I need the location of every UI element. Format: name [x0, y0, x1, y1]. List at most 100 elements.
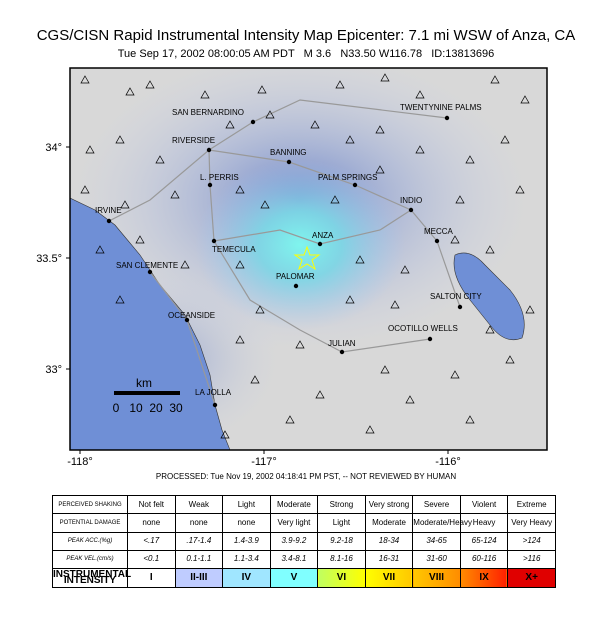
station — [490, 75, 500, 84]
station — [115, 135, 125, 144]
scale-tick: 20 — [149, 401, 163, 415]
legend-cell: 34-65 — [412, 531, 461, 551]
city-dot — [250, 119, 256, 125]
city-label: RIVERSIDE — [172, 136, 215, 145]
legend-cell: >124 — [507, 531, 556, 551]
roads — [108, 99, 461, 406]
legend-cell: Very strong — [364, 494, 414, 515]
legend-row: INSTRUMENTAL INTENSITY I II-III IV V VI VII VII… — [52, 568, 556, 588]
city-label: OCEANSIDE — [168, 311, 215, 320]
city-dot — [184, 317, 190, 323]
city-dot — [147, 269, 153, 275]
city-label: OCOTILLO WELLS — [388, 324, 458, 333]
legend-cell: Light — [222, 494, 271, 515]
city-dot — [317, 241, 323, 247]
station — [80, 185, 90, 194]
legend-cell: none — [222, 513, 271, 533]
legend-cell: VII — [364, 568, 414, 588]
row-label: POTENTIAL DAMAGE — [52, 513, 128, 533]
station — [285, 415, 295, 424]
shaking-area — [195, 160, 405, 330]
station — [335, 80, 345, 89]
station — [405, 395, 415, 404]
legend-cell: VIII — [412, 568, 461, 588]
legend-cell: Extreme — [507, 494, 556, 515]
station — [450, 370, 460, 379]
city-label: TEMECULA — [212, 245, 256, 254]
station — [95, 245, 105, 254]
station — [145, 80, 155, 89]
station — [500, 135, 510, 144]
legend-cell: Moderate — [269, 494, 319, 515]
city-dot — [434, 238, 440, 244]
station — [235, 185, 245, 194]
station — [295, 340, 305, 349]
scale-tick: 0 — [113, 401, 120, 415]
legend-cell: <0.1 — [127, 549, 176, 570]
city-label: MECCA — [424, 227, 454, 236]
station — [465, 155, 475, 164]
station — [115, 295, 125, 304]
station — [225, 120, 235, 129]
station — [400, 265, 410, 274]
station — [375, 165, 385, 174]
lon-label: -117° — [251, 456, 277, 468]
station — [465, 415, 475, 424]
legend-cell: Violent — [459, 494, 509, 515]
city-dot — [286, 159, 292, 165]
station — [355, 255, 365, 264]
city-label: BANNING — [270, 148, 306, 157]
station — [250, 375, 260, 384]
city-dot — [408, 207, 414, 213]
title: CGS/CISN Rapid Instrumental Intensity Ma… — [37, 27, 576, 44]
station — [380, 73, 390, 82]
legend-cell: V — [269, 568, 319, 588]
city-dot — [457, 304, 463, 310]
processed-note: PROCESSED: Tue Nov 19, 2002 04:18:41 PM … — [156, 472, 456, 481]
city-label: INDIO — [400, 196, 422, 205]
station — [330, 195, 340, 204]
legend-cell: Not felt — [127, 494, 176, 515]
legend-cell: VI — [317, 568, 366, 588]
legend-cell: 1.4-3.9 — [222, 531, 271, 551]
city-label: SAN CLEMENTE — [116, 261, 178, 270]
station — [515, 185, 525, 194]
legend-cell: Strong — [317, 494, 366, 515]
station — [415, 145, 425, 154]
station — [220, 430, 230, 439]
scale-tick: 30 — [169, 401, 183, 415]
station — [235, 260, 245, 269]
station — [450, 235, 460, 244]
legend-row: PEAK VEL.(cm/s) <0.1 0.1-1.1 1.1-3.4 3.4-8.1… — [52, 549, 556, 570]
city-dot — [293, 283, 299, 289]
map-frame — [69, 67, 548, 451]
lon-label: -116° — [435, 456, 461, 468]
city-label: TWENTYNINE PALMS — [400, 103, 482, 112]
station — [257, 85, 267, 94]
subtitle: Tue Sep 17, 2002 08:00:05 AM PDT M 3.6 N… — [118, 48, 494, 60]
station — [505, 355, 515, 364]
legend-cell: 8.1-16 — [317, 549, 366, 570]
city-dot — [206, 147, 212, 153]
city-dot — [211, 238, 217, 244]
city-label: PALM SPRINGS — [318, 173, 377, 182]
station — [155, 155, 165, 164]
scale-bar-rect — [114, 391, 180, 395]
station — [345, 295, 355, 304]
row-label: PEAK ACC.(%g) — [52, 531, 128, 551]
lat-label: 34° — [45, 142, 62, 154]
legend-cell: Very light — [269, 513, 319, 533]
legend-cell: X+ — [507, 568, 556, 588]
row-label: INSTRUMENTAL INTENSITY — [52, 568, 132, 588]
station — [485, 325, 495, 334]
scale-unit: km — [136, 376, 152, 390]
station — [180, 260, 190, 269]
city-label: SALTON CITY — [430, 292, 482, 301]
city-dot — [106, 218, 112, 224]
city-label: L. PERRIS — [200, 173, 239, 182]
station — [255, 305, 265, 314]
station — [520, 95, 530, 104]
city-dot — [339, 349, 345, 355]
